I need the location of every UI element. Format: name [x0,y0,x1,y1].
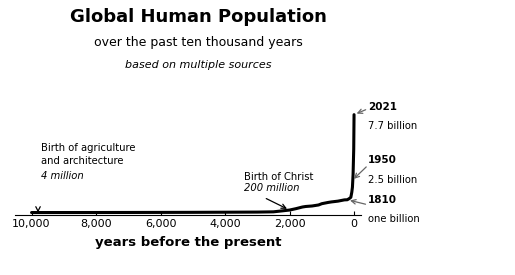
Text: 2021: 2021 [368,102,397,112]
Text: 4 million: 4 million [41,170,84,181]
Text: over the past ten thousand years: over the past ten thousand years [94,36,303,49]
Text: Birth of agriculture
and architecture: Birth of agriculture and architecture [41,143,136,166]
Text: 1950: 1950 [368,155,397,165]
X-axis label: years before the present: years before the present [95,236,281,249]
Text: Global Human Population: Global Human Population [70,8,327,26]
Text: 2.5 billion: 2.5 billion [368,175,418,185]
Text: 1810: 1810 [368,195,397,205]
Text: 7.7 billion: 7.7 billion [368,121,418,131]
Text: 200 million: 200 million [245,183,300,193]
Text: Birth of Christ: Birth of Christ [245,172,314,182]
Text: based on multiple sources: based on multiple sources [125,60,271,70]
Text: one billion: one billion [368,214,420,224]
